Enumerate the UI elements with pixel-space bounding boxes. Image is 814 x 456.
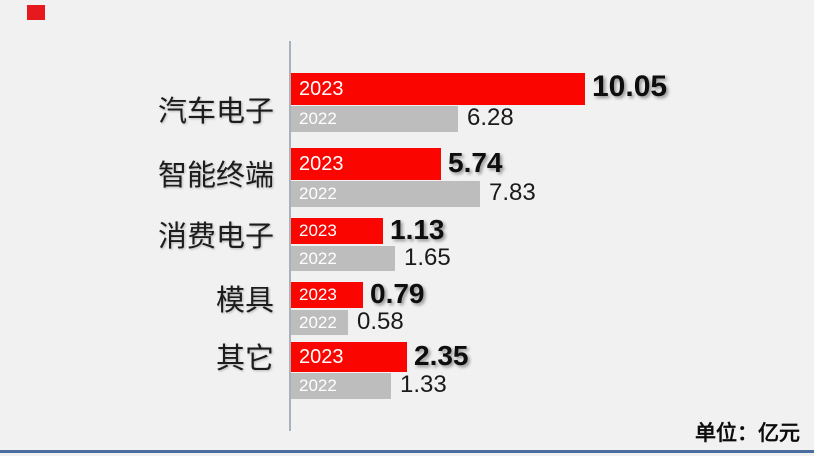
value-label-2022: 1.65 (404, 243, 451, 271)
value-label-2023: 5.74 (448, 146, 503, 178)
series-year-label: 2022 (299, 312, 337, 332)
bar-2022: 2022 (291, 373, 391, 399)
y-axis-line (289, 41, 291, 431)
bar-2022: 2022 (291, 106, 458, 132)
category-label: 汽车电子 (157, 96, 274, 128)
category-label: 模具 (215, 285, 274, 317)
value-label-2023: 10.05 (592, 70, 668, 104)
value-label-2022: 1.33 (400, 371, 447, 399)
bar-2023: 2023 (291, 148, 441, 180)
series-year-label: 2023 (299, 152, 344, 175)
series-year-label: 2022 (299, 376, 337, 395)
bar-2022: 2022 (291, 181, 480, 207)
value-label-2023: 0.79 (370, 277, 425, 309)
series-year-label: 2022 (299, 109, 337, 128)
bar-2023: 2023 (291, 282, 363, 308)
unit-label: 单位：亿元 (695, 422, 800, 445)
value-label-2023: 1.13 (390, 213, 445, 245)
category-label: 消费电子 (157, 221, 274, 253)
value-label-2022: 7.83 (489, 179, 536, 207)
category-label: 智能终端 (157, 160, 274, 192)
series-year-label: 2022 (299, 184, 337, 203)
category-label: 其它 (215, 343, 274, 375)
bar-2023: 2023 (291, 73, 585, 105)
bar-2023: 2023 (291, 218, 383, 244)
bar-2022: 2022 (291, 246, 395, 271)
series-year-label: 2023 (299, 221, 337, 240)
value-label-2022: 6.28 (467, 104, 514, 132)
series-year-label: 2023 (299, 285, 337, 304)
value-label-2023: 2.35 (414, 339, 469, 371)
series-year-label: 2022 (299, 248, 337, 268)
footer-accent-line (0, 450, 814, 453)
series-year-label: 2023 (299, 77, 344, 100)
series-year-label: 2023 (299, 345, 344, 368)
value-label-2022: 0.58 (357, 307, 404, 335)
bar-2022: 2022 (291, 310, 348, 335)
brand-corner-square (27, 5, 45, 20)
bar-2023: 2023 (291, 342, 407, 372)
